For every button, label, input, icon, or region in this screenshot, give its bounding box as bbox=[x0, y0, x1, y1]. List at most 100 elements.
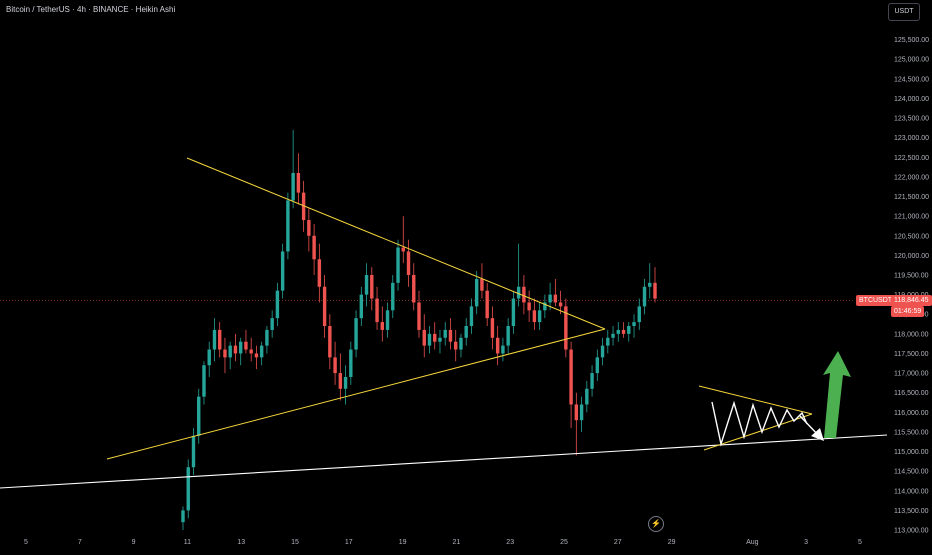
y-tick-label: 121,000.00 bbox=[894, 214, 929, 221]
candle-body bbox=[653, 282, 657, 299]
candle-body bbox=[511, 298, 516, 326]
candle-body bbox=[600, 345, 605, 358]
candle-body bbox=[548, 294, 552, 303]
candle-body bbox=[202, 365, 206, 397]
candle-body bbox=[280, 251, 285, 291]
projection-upper-line bbox=[698, 385, 813, 415]
candle-body bbox=[375, 298, 379, 323]
y-tick-label: 114,500.00 bbox=[894, 469, 929, 476]
candle-body bbox=[454, 341, 458, 350]
y-tick-label: 117,500.00 bbox=[894, 351, 929, 358]
y-tick-label: 113,500.00 bbox=[894, 508, 929, 515]
candle-body bbox=[417, 302, 421, 330]
symbol-price-tag: BTCUSDT bbox=[856, 295, 896, 307]
x-tick-label: 13 bbox=[237, 539, 245, 546]
candle-body bbox=[543, 302, 547, 311]
x-tick-label: 29 bbox=[668, 539, 676, 546]
candle-body bbox=[579, 404, 584, 421]
candle-body bbox=[223, 349, 227, 358]
x-tick-label: 5 bbox=[24, 539, 28, 546]
candle-body bbox=[621, 329, 626, 334]
candle-body bbox=[181, 510, 185, 523]
projection-up-arrow bbox=[823, 351, 851, 438]
candle-body bbox=[265, 329, 269, 346]
candle-body bbox=[627, 326, 631, 334]
candle-body bbox=[595, 357, 600, 374]
candle-body bbox=[532, 310, 537, 323]
candle-body bbox=[516, 286, 521, 299]
candle-body bbox=[611, 333, 615, 338]
candle-body bbox=[422, 329, 426, 346]
candle-body bbox=[485, 290, 489, 319]
candle-body bbox=[396, 247, 400, 283]
y-tick-label: 117,000.00 bbox=[894, 371, 929, 378]
y-tick-label: 122,500.00 bbox=[894, 155, 929, 162]
candle-body bbox=[433, 333, 437, 342]
candle-body bbox=[537, 310, 542, 323]
candle-body bbox=[564, 306, 568, 350]
support-line bbox=[0, 434, 888, 489]
y-tick-label: 116,500.00 bbox=[894, 390, 929, 397]
candle-body bbox=[191, 435, 196, 468]
candle-body bbox=[506, 326, 510, 346]
y-tick-label: 115,500.00 bbox=[894, 429, 929, 436]
lower-trendline bbox=[106, 328, 606, 460]
y-tick-label: 115,000.00 bbox=[894, 449, 929, 456]
candle-body bbox=[490, 318, 495, 338]
candle-body bbox=[480, 278, 484, 291]
projection-down-arrow-head bbox=[811, 428, 824, 441]
candle-body bbox=[380, 322, 384, 330]
candle-body bbox=[495, 337, 500, 354]
candle-body bbox=[522, 286, 526, 303]
live-data-icon[interactable]: ⚡ bbox=[648, 516, 664, 532]
candle-body bbox=[296, 173, 301, 193]
candle-body bbox=[590, 373, 594, 389]
candle-body bbox=[401, 247, 405, 252]
candle-body bbox=[501, 345, 505, 354]
y-tick-label: 114,000.00 bbox=[894, 488, 929, 495]
candle-body bbox=[412, 275, 416, 303]
candle-body bbox=[443, 329, 447, 338]
y-tick-label: 120,000.00 bbox=[894, 253, 929, 260]
candle-body bbox=[259, 345, 264, 358]
candle-body bbox=[406, 251, 411, 275]
candle-body bbox=[286, 200, 290, 252]
candle-body bbox=[385, 310, 390, 330]
candle-body bbox=[364, 275, 369, 295]
candle-body bbox=[391, 282, 395, 311]
candle-body bbox=[312, 235, 316, 260]
candle-body bbox=[642, 286, 647, 307]
y-tick-label: 124,500.00 bbox=[894, 76, 929, 83]
candle-body bbox=[218, 329, 222, 350]
candle-body bbox=[585, 388, 589, 405]
y-tick-label: 122,000.00 bbox=[894, 174, 929, 181]
candle-body bbox=[438, 337, 442, 342]
projection-zigzag bbox=[711, 400, 808, 447]
candle-body bbox=[569, 349, 573, 405]
candle-body bbox=[212, 329, 217, 350]
bar-countdown-tag: 01:46:59 bbox=[891, 306, 925, 318]
x-tick-label: 19 bbox=[399, 539, 407, 546]
candle-body bbox=[322, 286, 327, 326]
candle-body bbox=[574, 404, 579, 421]
x-tick-label: 11 bbox=[184, 539, 191, 546]
x-tick-label: 9 bbox=[132, 539, 136, 546]
candle-body bbox=[244, 341, 248, 350]
x-tick-label: 27 bbox=[614, 539, 622, 546]
candle-body bbox=[233, 345, 238, 354]
candle-body bbox=[254, 353, 259, 358]
currency-button[interactable]: USDT bbox=[888, 3, 920, 21]
candle-body bbox=[275, 290, 280, 319]
candle-body bbox=[648, 282, 652, 287]
candle-body bbox=[459, 337, 463, 350]
y-tick-label: 121,500.00 bbox=[894, 194, 929, 201]
candle-body bbox=[616, 329, 620, 334]
candle-body bbox=[270, 318, 274, 330]
symbol-title: Bitcoin / TetherUS · 4h · BINANCE · Heik… bbox=[6, 5, 176, 14]
candle-body bbox=[197, 396, 201, 436]
y-tick-label: 118,000.00 bbox=[894, 331, 929, 338]
y-tick-label: 119,500.00 bbox=[894, 273, 929, 280]
candle-body bbox=[606, 337, 610, 346]
